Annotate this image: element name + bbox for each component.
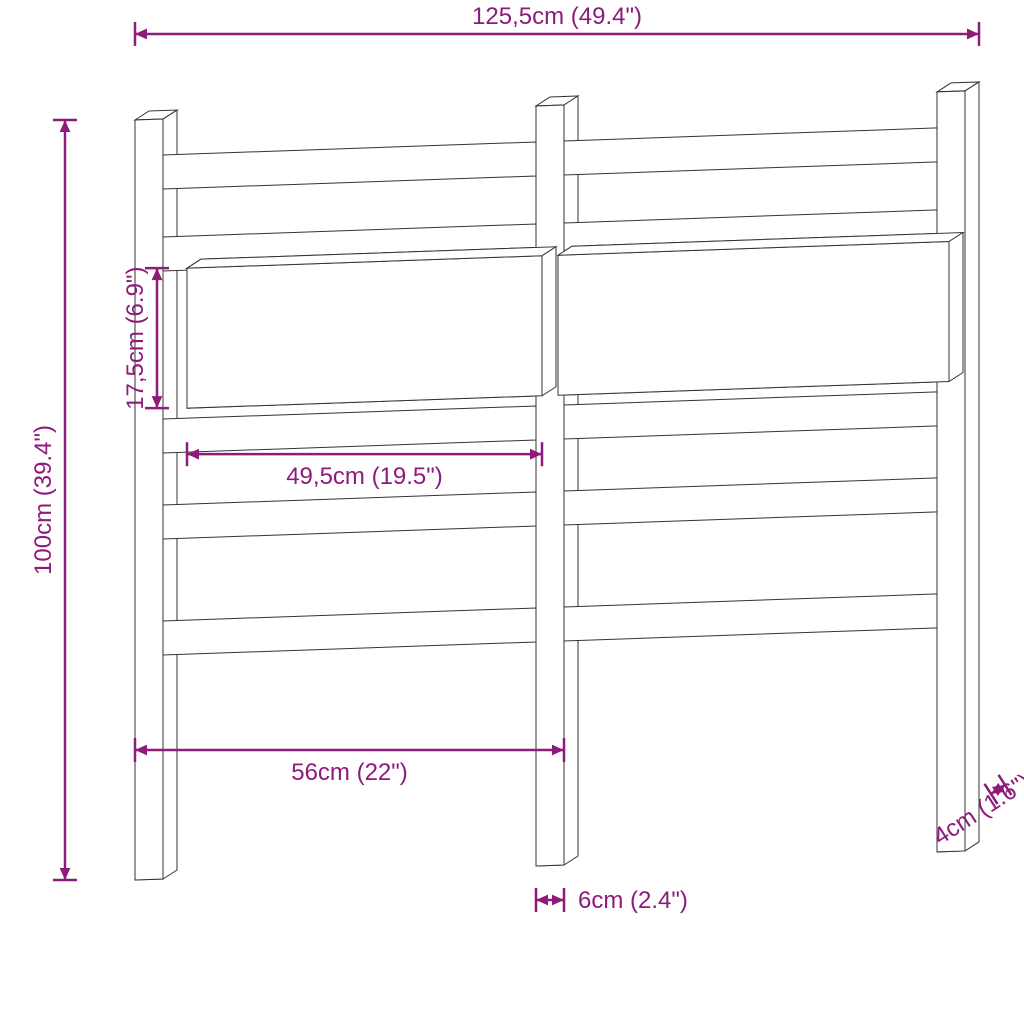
headboard-dimension-diagram: 125,5cm (49.4") 100cm (39.4") 17,5cm (6.9"… bbox=[0, 0, 1024, 1024]
svg-text:6cm (2.4"): 6cm (2.4") bbox=[578, 887, 688, 914]
svg-text:125,5cm (49.4"): 125,5cm (49.4") bbox=[472, 3, 642, 30]
svg-text:49,5cm (19.5"): 49,5cm (19.5") bbox=[286, 463, 443, 490]
svg-text:17,5cm (6.9"): 17,5cm (6.9") bbox=[122, 267, 149, 410]
svg-text:100cm (39.4"): 100cm (39.4") bbox=[30, 425, 57, 575]
svg-text:56cm (22"): 56cm (22") bbox=[291, 759, 408, 786]
